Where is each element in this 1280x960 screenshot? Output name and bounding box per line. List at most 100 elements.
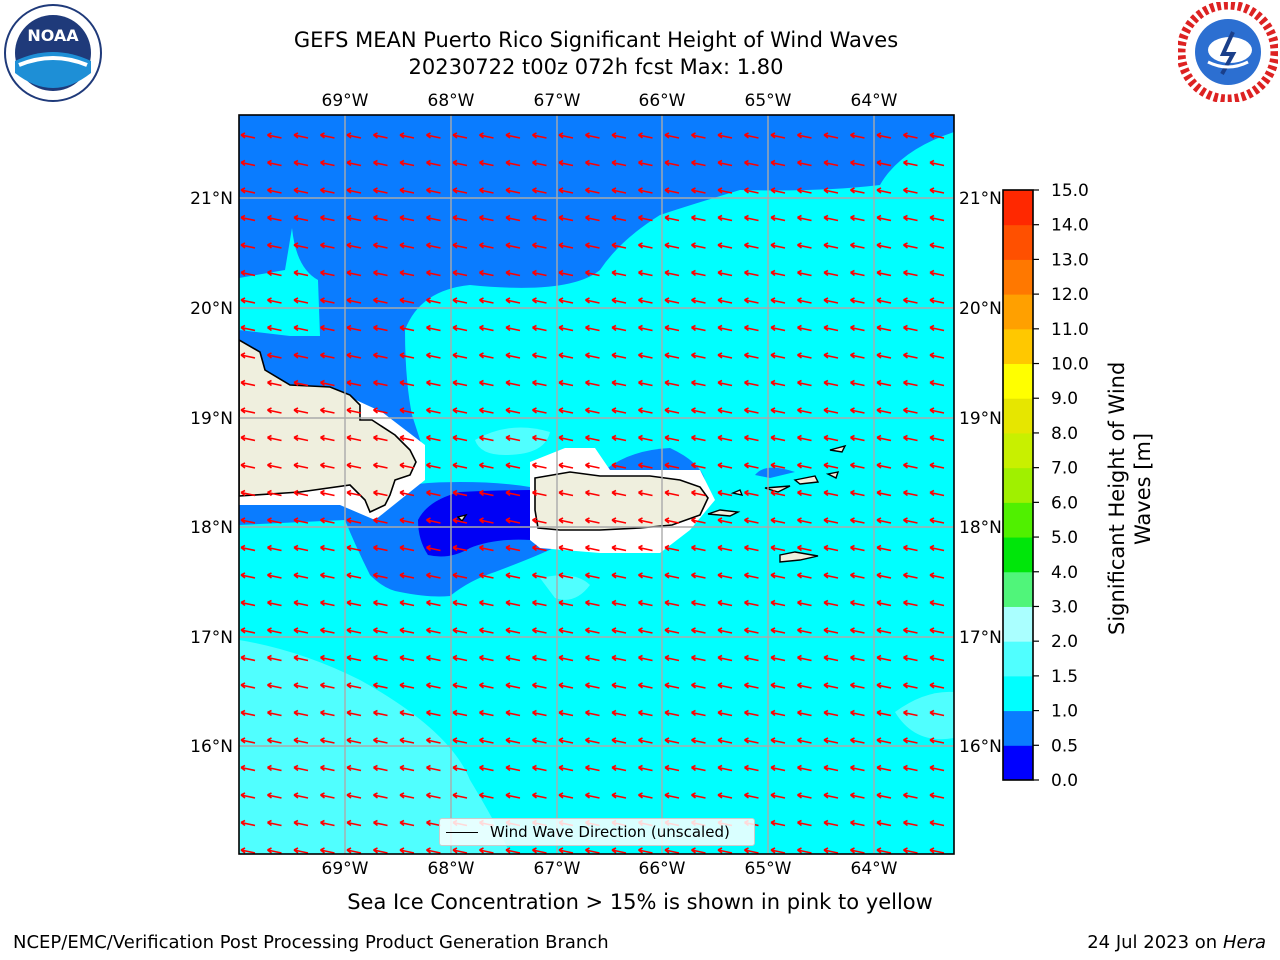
wave-direction-arrow [452, 269, 468, 277]
map-field [239, 115, 954, 854]
colorbar-segment [1003, 537, 1033, 573]
wave-direction-arrow [452, 242, 468, 249]
wave-direction-arrow [744, 407, 759, 414]
colorbar-frame [1002, 189, 1034, 781]
wave-direction-arrow [585, 544, 600, 552]
wave-direction-arrow [770, 242, 786, 249]
wave-direction-arrow [929, 489, 945, 497]
wave-direction-arrow [717, 792, 733, 799]
wave-direction-arrow [770, 297, 786, 304]
wave-direction-arrow [929, 819, 945, 827]
wave-direction-arrow [638, 379, 653, 387]
wave-direction-arrow [797, 627, 812, 634]
wave-direction-arrow [929, 187, 945, 194]
wave-direction-arrow [638, 654, 653, 662]
wave-direction-arrow [823, 489, 839, 497]
wave-direction-arrow [426, 682, 441, 689]
wave-direction-arrow [452, 434, 468, 442]
wave-direction-arrow [876, 792, 892, 799]
wave-direction-arrow [929, 297, 945, 304]
wave-direction-arrow [664, 737, 680, 744]
lon-tick-bottom: 65°W [745, 859, 792, 879]
wave-direction-arrow [399, 214, 415, 222]
wave-direction-arrow [320, 462, 335, 469]
wave-direction-arrow [744, 682, 759, 689]
wave-direction-arrow [770, 379, 786, 387]
wave-direction-arrow [929, 517, 945, 524]
wave-direction-arrow [638, 324, 653, 332]
wave-direction-arrow [585, 572, 600, 579]
wave-direction-arrow [585, 352, 600, 359]
colorbar-tick-label: 0.0 [1051, 771, 1078, 791]
wave-direction-arrow [267, 847, 282, 854]
wave-direction-arrow [638, 407, 653, 414]
wave-direction-arrow [876, 544, 892, 552]
wave-direction-arrow [346, 847, 362, 854]
wave-direction-arrow [797, 407, 812, 414]
wave-direction-arrow [479, 654, 494, 662]
wave-direction-arrow [505, 792, 521, 799]
wave-direction-arrow [664, 489, 680, 497]
wave-direction-arrow [876, 242, 892, 249]
wave-direction-arrow [664, 517, 680, 524]
wave-direction-arrow [373, 352, 388, 359]
wave-direction-arrow [293, 269, 309, 277]
wave-direction-arrow [293, 352, 309, 359]
wave-direction-arrow [505, 269, 521, 277]
wave-direction-arrow [903, 764, 918, 772]
wave-direction-arrow [823, 407, 839, 414]
wave-direction-arrow [346, 489, 362, 497]
wave-direction-arrow [452, 187, 468, 194]
wave-direction-arrow [426, 544, 441, 552]
wave-direction-arrow [267, 242, 282, 249]
wave-direction-arrow [744, 544, 759, 552]
lon-tick-top: 65°W [745, 91, 792, 111]
wave-direction-arrow [558, 627, 574, 634]
wave-direction-arrow [532, 572, 547, 579]
wave-direction-arrow [346, 159, 362, 167]
wave-direction-arrow [691, 489, 706, 497]
lon-tick-bottom: 66°W [639, 859, 686, 879]
wave-direction-arrow [797, 599, 812, 607]
wave-direction-arrow [664, 159, 680, 167]
wave-direction-arrow [240, 352, 256, 359]
wave-direction-arrow [585, 379, 600, 387]
lon-tick-top: 68°W [428, 91, 475, 111]
lat-tick-left: 21°N [190, 189, 233, 209]
wave-direction-arrow [479, 599, 494, 607]
wave-direction-arrow [850, 599, 865, 607]
wave-direction-arrow [638, 297, 653, 304]
legend-line-swatch [446, 831, 478, 833]
wave-direction-arrow [823, 737, 839, 744]
wave-direction-arrow [691, 379, 706, 387]
wave-direction-arrow [770, 544, 786, 552]
wave-direction-arrow [770, 682, 786, 689]
wave-direction-arrow [744, 297, 759, 304]
wave-direction-arrow [850, 297, 865, 304]
wave-direction-arrow [876, 517, 892, 524]
wave-direction-arrow [320, 847, 335, 854]
wave-direction-arrow [479, 159, 494, 167]
wave-direction-arrow [585, 792, 600, 799]
wave-direction-arrow [373, 627, 388, 634]
wave-direction-arrow [823, 517, 839, 524]
wave-direction-arrow [532, 709, 547, 717]
wave-direction-arrow [717, 517, 733, 524]
wave-direction-arrow [903, 407, 918, 414]
wave-direction-arrow [479, 214, 494, 222]
wave-direction-arrow [505, 379, 521, 387]
wave-direction-arrow [585, 489, 600, 497]
wave-direction-arrow [903, 599, 918, 607]
wave-direction-arrow [532, 269, 547, 277]
wave-direction-arrow [797, 709, 812, 717]
wave-direction-arrow [532, 159, 547, 167]
wave-direction-arrow [452, 407, 468, 414]
wave-direction-arrow [479, 324, 494, 332]
wave-direction-arrow [903, 462, 918, 469]
wave-direction-arrow [611, 517, 627, 524]
wave-direction-arrow [267, 572, 282, 579]
wave-direction-arrow [452, 462, 468, 469]
wave-direction-arrow [770, 599, 786, 607]
wave-direction-arrow [346, 269, 362, 277]
wave-direction-arrow [267, 462, 282, 469]
